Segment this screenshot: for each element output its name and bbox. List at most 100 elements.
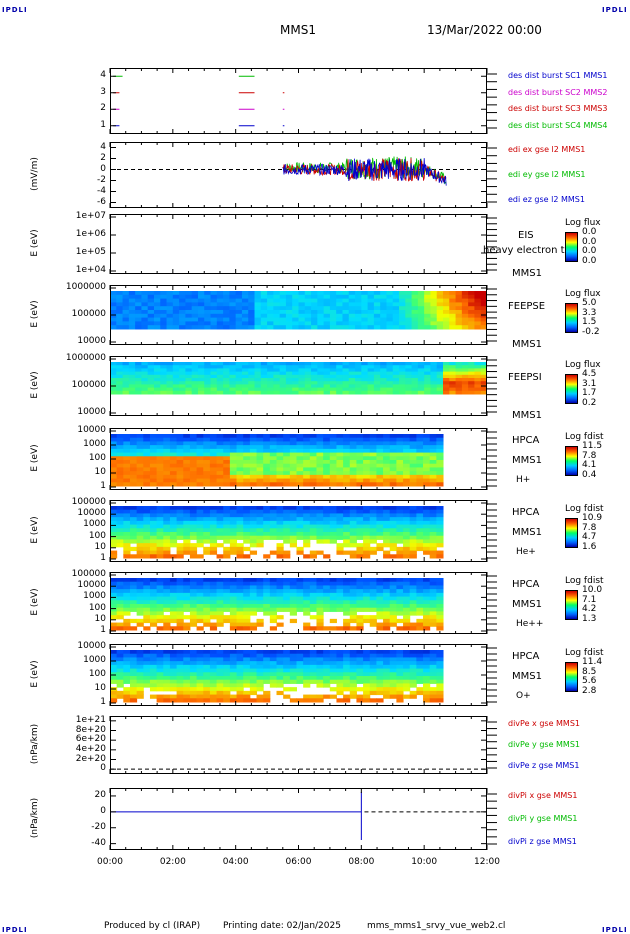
- heatmap-cell: [383, 676, 391, 681]
- heatmap-cell: [376, 679, 384, 684]
- heatmap-cell: [303, 471, 311, 476]
- y-axis-label: E (eV): [30, 516, 40, 544]
- heatmap-cell: [116, 664, 124, 670]
- heatmap-cell: [409, 653, 417, 658]
- heatmap-cell: [223, 467, 231, 472]
- heatmap-cell: [141, 321, 149, 326]
- heatmap-cell: [309, 506, 317, 511]
- heatmap-cell: [343, 650, 351, 655]
- heatmap-cell: [183, 543, 191, 548]
- heatmap-cell: [254, 298, 262, 303]
- heatmap-cell: [389, 554, 397, 559]
- heatmap-cell: [389, 543, 397, 548]
- heatmap-cell: [411, 374, 419, 379]
- heatmap-cell: [403, 539, 411, 544]
- heatmap-cell: [110, 592, 118, 598]
- heatmap-cell: [423, 434, 431, 439]
- heatmap-cell: [367, 310, 375, 315]
- heatmap-cell: [276, 482, 284, 487]
- heatmap-cell: [417, 390, 425, 395]
- heatmap-cell: [116, 474, 124, 480]
- heatmap-cell: [329, 535, 337, 540]
- heatmap-cell: [216, 618, 224, 624]
- heatmap-cell: [411, 387, 419, 392]
- heatmap-cell: [229, 441, 238, 446]
- heatmap-cell: [110, 482, 118, 487]
- heatmap-cell: [147, 374, 155, 379]
- heatmap-cell: [276, 441, 284, 446]
- heatmap-cell: [279, 306, 287, 311]
- heatmap-cell: [149, 513, 158, 518]
- heatmap-cell: [355, 387, 362, 392]
- heatmap-cell: [243, 460, 251, 465]
- heatmap-cell: [329, 506, 337, 511]
- heatmap-cell: [209, 664, 218, 670]
- heatmap-cell: [389, 650, 397, 655]
- heatmap-cell: [430, 371, 438, 376]
- heatmap-cell: [417, 374, 425, 379]
- heatmap-cell: [480, 310, 487, 315]
- heatmap-cell: [203, 592, 211, 598]
- heatmap-cell: [399, 387, 406, 392]
- heatmap-cell: [249, 456, 258, 461]
- heatmap-cell: [411, 294, 419, 300]
- heatmap-cell: [235, 387, 243, 392]
- heatmap-cell: [356, 676, 364, 681]
- heatmap-cell: [241, 306, 249, 311]
- heatmap-cell: [267, 381, 274, 385]
- heatmap-cell: [283, 456, 291, 461]
- heatmap-cell: [249, 596, 258, 601]
- heatmap-cell: [285, 310, 293, 315]
- heatmap-cell: [279, 381, 287, 385]
- heatmap-cell: [179, 381, 186, 385]
- heatmap-cell: [303, 650, 311, 655]
- heatmap-cell: [329, 596, 337, 601]
- y-tick-label: 100000: [71, 309, 106, 319]
- heatmap-cell: [216, 535, 224, 540]
- colorbar-value: 7.8: [582, 450, 597, 461]
- heatmap-cell: [110, 650, 118, 655]
- instrument-label: HPCA: [512, 435, 540, 446]
- heatmap-cell: [396, 618, 404, 624]
- heatmap-cell: [403, 618, 411, 624]
- heatmap-cell: [169, 532, 178, 537]
- heatmap-cell: [383, 664, 391, 670]
- heatmap-cell: [203, 478, 211, 483]
- heatmap-cell: [269, 672, 278, 677]
- heatmap-cell: [383, 543, 391, 548]
- heatmap-cell: [392, 291, 400, 296]
- y-tick-label: 1e+06: [75, 229, 106, 239]
- heatmap-cell: [169, 615, 178, 620]
- heatmap-cell: [292, 321, 299, 326]
- heatmap-cell: [399, 374, 406, 379]
- heatmap-cell: [405, 298, 413, 303]
- heatmap-cell: [153, 390, 161, 395]
- heatmap-cell: [123, 463, 131, 468]
- y-tick-label: 100000: [71, 569, 106, 579]
- colorbar-title: Log fdist: [565, 648, 604, 658]
- heatmap-cell: [423, 618, 431, 624]
- heatmap-cell: [129, 604, 138, 609]
- panel-frame: [110, 68, 487, 134]
- heatmap-cell: [166, 325, 174, 330]
- heatmap-cell: [289, 528, 297, 533]
- heatmap-cell: [292, 365, 299, 369]
- heatmap-cell: [216, 528, 224, 533]
- heatmap-cell: [116, 517, 124, 522]
- datetime-title: 13/Mar/2022 00:00: [427, 23, 542, 37]
- heatmap-cell: [196, 611, 204, 616]
- heatmap-cell: [356, 589, 364, 594]
- heatmap-cell: [474, 368, 482, 373]
- heatmap-cell: [409, 607, 417, 612]
- heatmap-cell: [116, 615, 124, 620]
- heatmap-cell: [216, 653, 224, 658]
- heatmap-cell: [403, 578, 411, 583]
- x-tick-label: 12:00: [474, 857, 500, 867]
- heatmap-cell: [166, 291, 174, 296]
- heatmap-cell: [336, 657, 344, 662]
- heatmap-cell: [241, 298, 249, 303]
- heatmap-cell: [183, 615, 191, 620]
- heatmap-cell: [389, 668, 397, 673]
- heatmap-cell: [468, 325, 475, 330]
- heatmap-cell: [443, 381, 450, 385]
